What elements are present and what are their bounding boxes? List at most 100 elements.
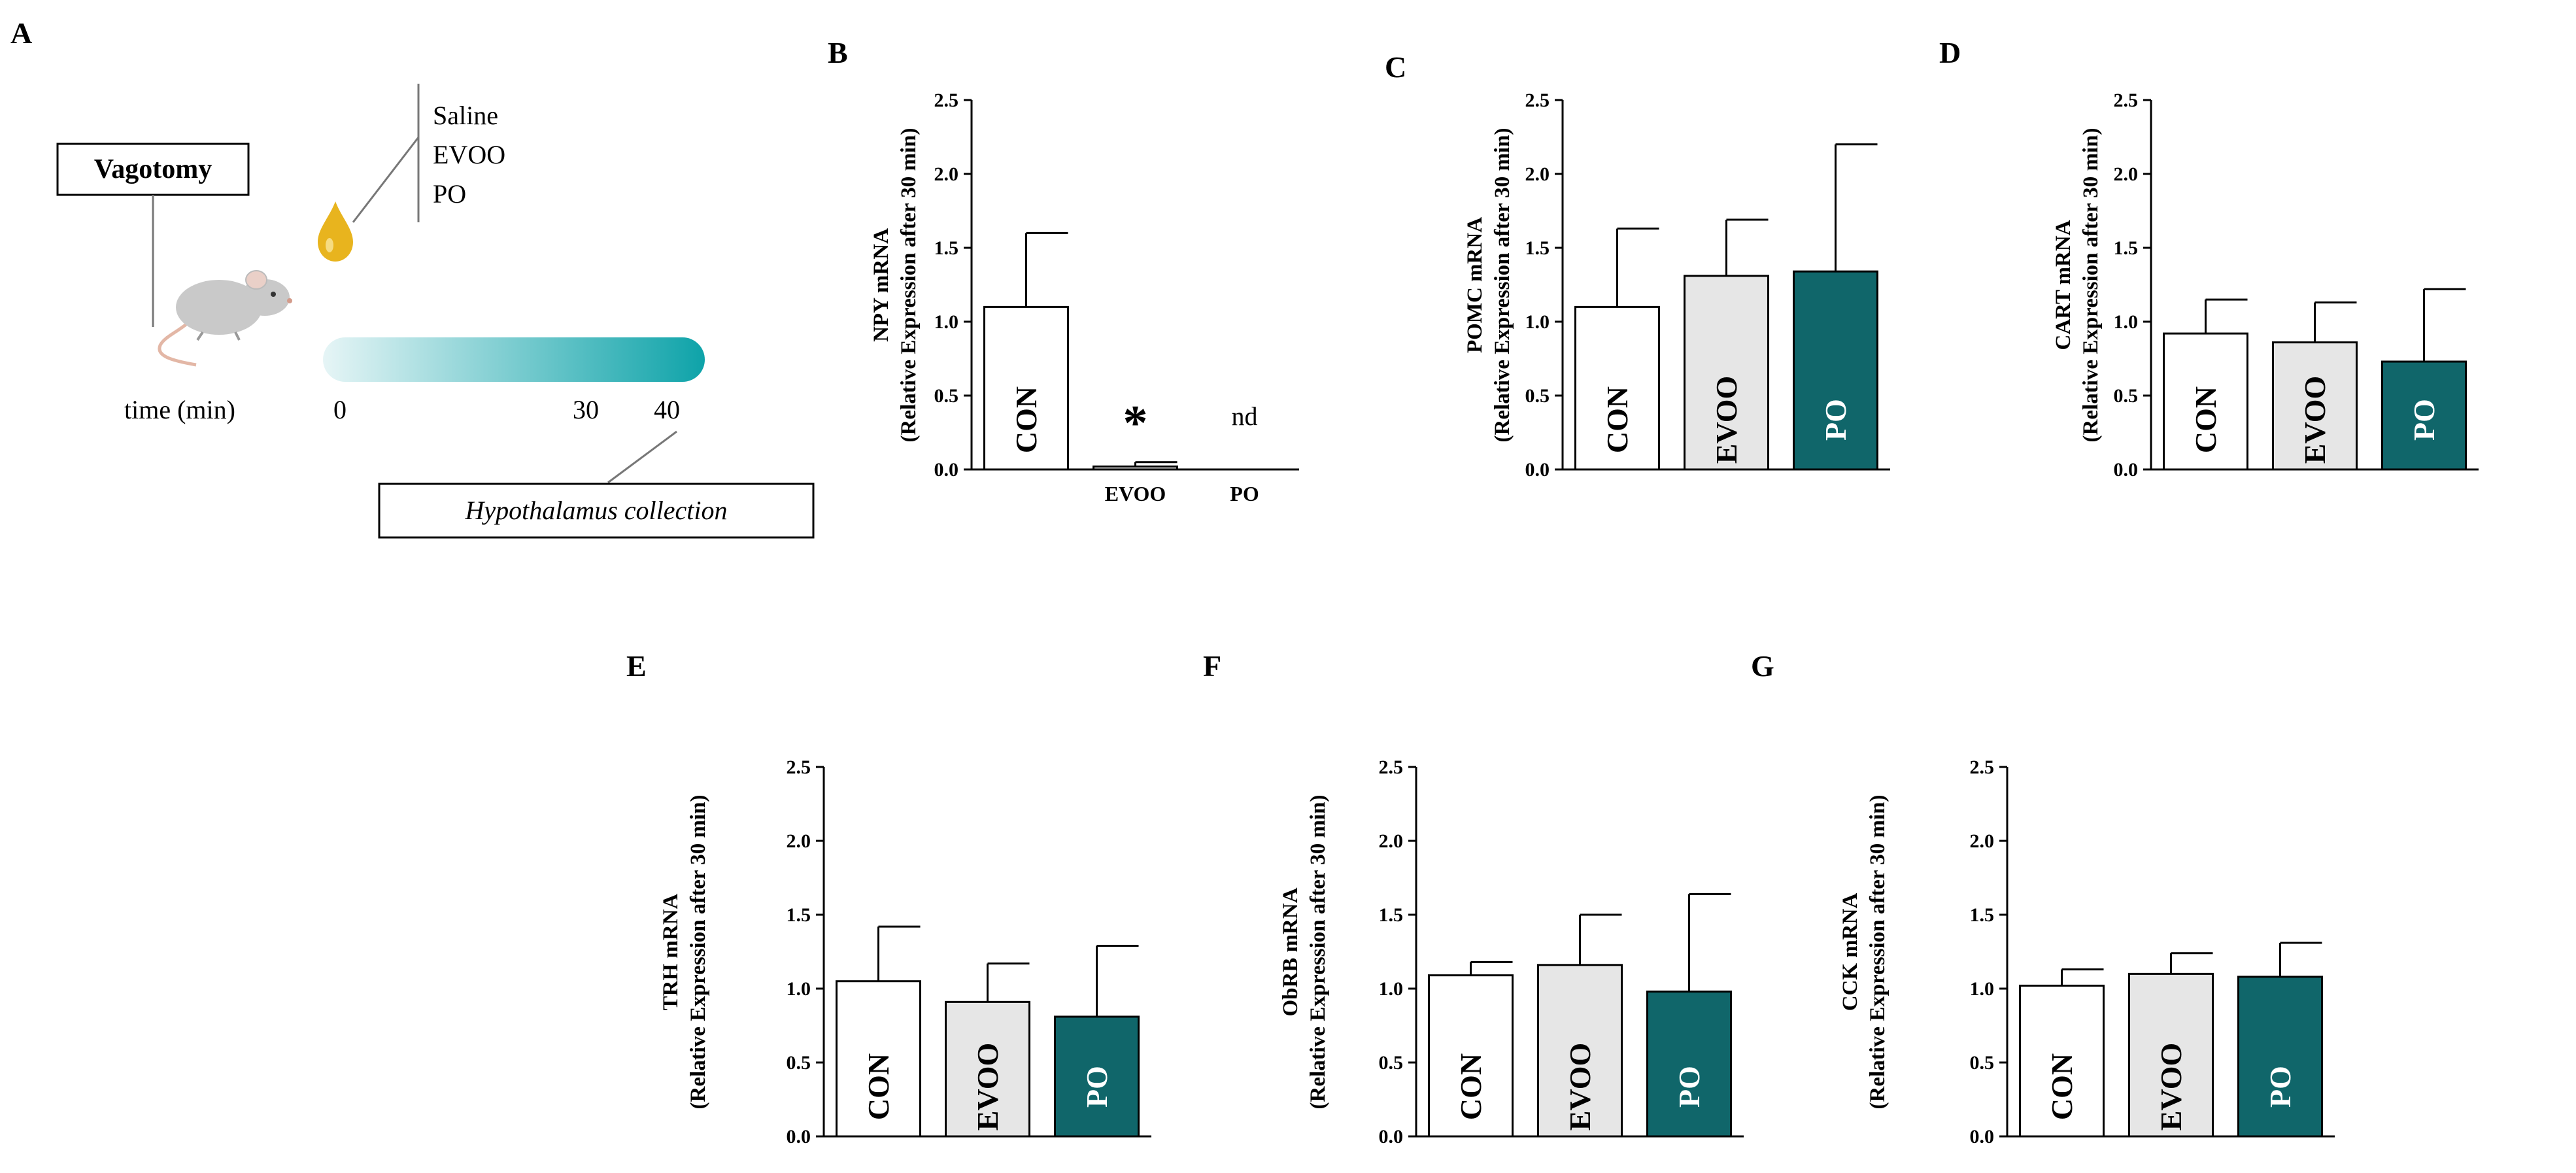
y-tick-label: 2.0 [787,830,811,852]
significance-asterisk: * [1123,396,1148,450]
chart-cart: D CART mRNA (Relative Expression after 3… [1939,36,2479,481]
y-tick-label: 1.5 [1970,904,1995,926]
y-axis-label-gene: TRH mRNA [659,893,683,1010]
oil-drop-shape [318,201,353,262]
y-tick-label: 1.5 [1525,237,1550,259]
y-tick-label: 0.0 [1525,459,1550,481]
bar-label-con: CON [1454,1053,1487,1120]
time-tick-30: 30 [573,395,599,424]
bar-label-po: PO [2263,1066,2297,1108]
mouse-nose [287,298,292,303]
bar-label-con: CON [1009,386,1043,453]
bar-label-po: PO [1819,399,1852,441]
y-tick-label: 1.5 [934,237,959,259]
bar-label-evoo: EVOO [2154,1043,2188,1131]
bar-label-evoo: EVOO [1563,1043,1597,1131]
bar-evoo [2128,972,2214,1138]
y-tick-label: 0.5 [787,1052,811,1074]
bar-evoo [945,1000,1030,1138]
bar-con [836,980,921,1138]
bar-po [1054,1015,1140,1138]
oil-drop-highlight [326,238,333,252]
y-tick-label: 2.0 [934,163,959,185]
y-tick-label: 2.5 [1525,90,1550,111]
y-tick-label: 2.0 [2114,163,2139,185]
collection-box [378,483,815,539]
bar-label-con: CON [2045,1053,2078,1120]
y-axis-label-gene: CCK mRNA [1839,893,1862,1012]
time-tick-0: 0 [333,395,347,424]
mouse-ear [245,270,267,290]
y-tick-label: 0.5 [1970,1052,1995,1074]
panel-f-letter: F [1203,649,1221,683]
oil-drop-icon [318,201,353,262]
panel-d-letter: D [1939,36,1961,69]
bar-label-evoo: EVOO [2298,376,2331,464]
treatment-evoo: EVOO [433,140,505,169]
mouse-leg [196,331,204,341]
y-tick-label: 0.5 [2114,385,2139,407]
bar-label-con: CON [1601,386,1634,453]
y-tick-label: 2.5 [934,90,959,111]
y-axis-label-gene: POMC mRNA [1463,217,1487,353]
y-axis-label-gene: CART mRNA [2052,220,2075,350]
bar-label-po: PO [1080,1066,1113,1108]
bar-po [2237,976,2323,1138]
y-axis-label-unit: (Relative Expression after 30 min) [897,128,921,443]
vagotomy-label: Vagotomy [94,154,212,184]
bar-label-po: PO [1672,1066,1706,1108]
panel-g-letter: G [1751,649,1774,683]
panel-b-letter: B [828,36,848,69]
chart-cck: G CCK mRNA (Relative Expression after 30… [1751,649,2335,1148]
mouse-leg [234,332,241,341]
chart-npy: B NPY mRNA (Relative Expression after 30… [828,36,1299,505]
treatment-po: PO [433,179,466,209]
y-axis-label-gene: NPY mRNA [870,228,893,342]
time-label: time (min) [124,395,235,424]
y-axis-label-unit: (Relative Expression after 30 min) [1866,795,1890,1110]
y-tick-label: 0.0 [1970,1126,1995,1148]
y-tick-label: 2.0 [1525,163,1550,185]
y-tick-label: 1.0 [787,978,811,1000]
mouse-eye [271,292,276,297]
x-tick-label-po: PO [1230,482,1259,505]
y-tick-label: 1.0 [1379,978,1404,1000]
bar-label-con: CON [862,1053,895,1120]
chart-pomc: C POMC mRNA (Relative Expression after 3… [1385,50,1890,481]
x-tick-label-evoo: EVOO [1105,482,1166,505]
bar-label-po: PO [2407,399,2441,441]
y-axis-label-unit: (Relative Expression after 30 min) [1306,795,1330,1110]
bar-con [983,305,1069,471]
y-tick-label: 1.5 [2114,237,2139,259]
y-tick-label: 0.0 [2114,459,2139,481]
y-tick-label: 0.0 [934,459,959,481]
vagotomy-box [56,143,250,196]
y-axis-label-gene: ObRB mRNA [1279,887,1302,1016]
bar-evoo [1537,964,1623,1138]
y-tick-label: 1.0 [2114,311,2139,333]
y-tick-label: 0.0 [1379,1126,1404,1148]
y-tick-label: 2.5 [787,756,811,778]
y-tick-label: 1.0 [1525,311,1550,333]
y-axis-label-unit: (Relative Expression after 30 min) [2079,128,2103,443]
bar-label-evoo: EVOO [971,1043,1004,1131]
y-axis-label-unit: (Relative Expression after 30 min) [686,795,710,1110]
panel-e-letter: E [626,649,647,683]
y-tick-label: 1.5 [1379,904,1404,926]
bar-label-con: CON [2189,386,2222,453]
timeline-bar [323,337,705,382]
bar-po [2381,360,2467,471]
bar-con [1428,974,1514,1138]
bar-evoo [1093,465,1178,471]
y-tick-label: 1.0 [934,311,959,333]
y-tick-label: 1.0 [1970,978,1995,1000]
bar-con [2163,332,2248,471]
y-tick-label: 0.5 [934,385,959,407]
time-tick-40: 40 [654,395,680,424]
collection-label: Hypothalamus collection [464,496,727,525]
drop-connector-line [352,137,420,223]
y-tick-label: 1.5 [787,904,811,926]
panel-a: A Vagotomy Saline EVOO PO time (min) 0 3… [10,16,815,539]
y-tick-label: 0.5 [1525,385,1550,407]
y-tick-label: 2.5 [1970,756,1995,778]
